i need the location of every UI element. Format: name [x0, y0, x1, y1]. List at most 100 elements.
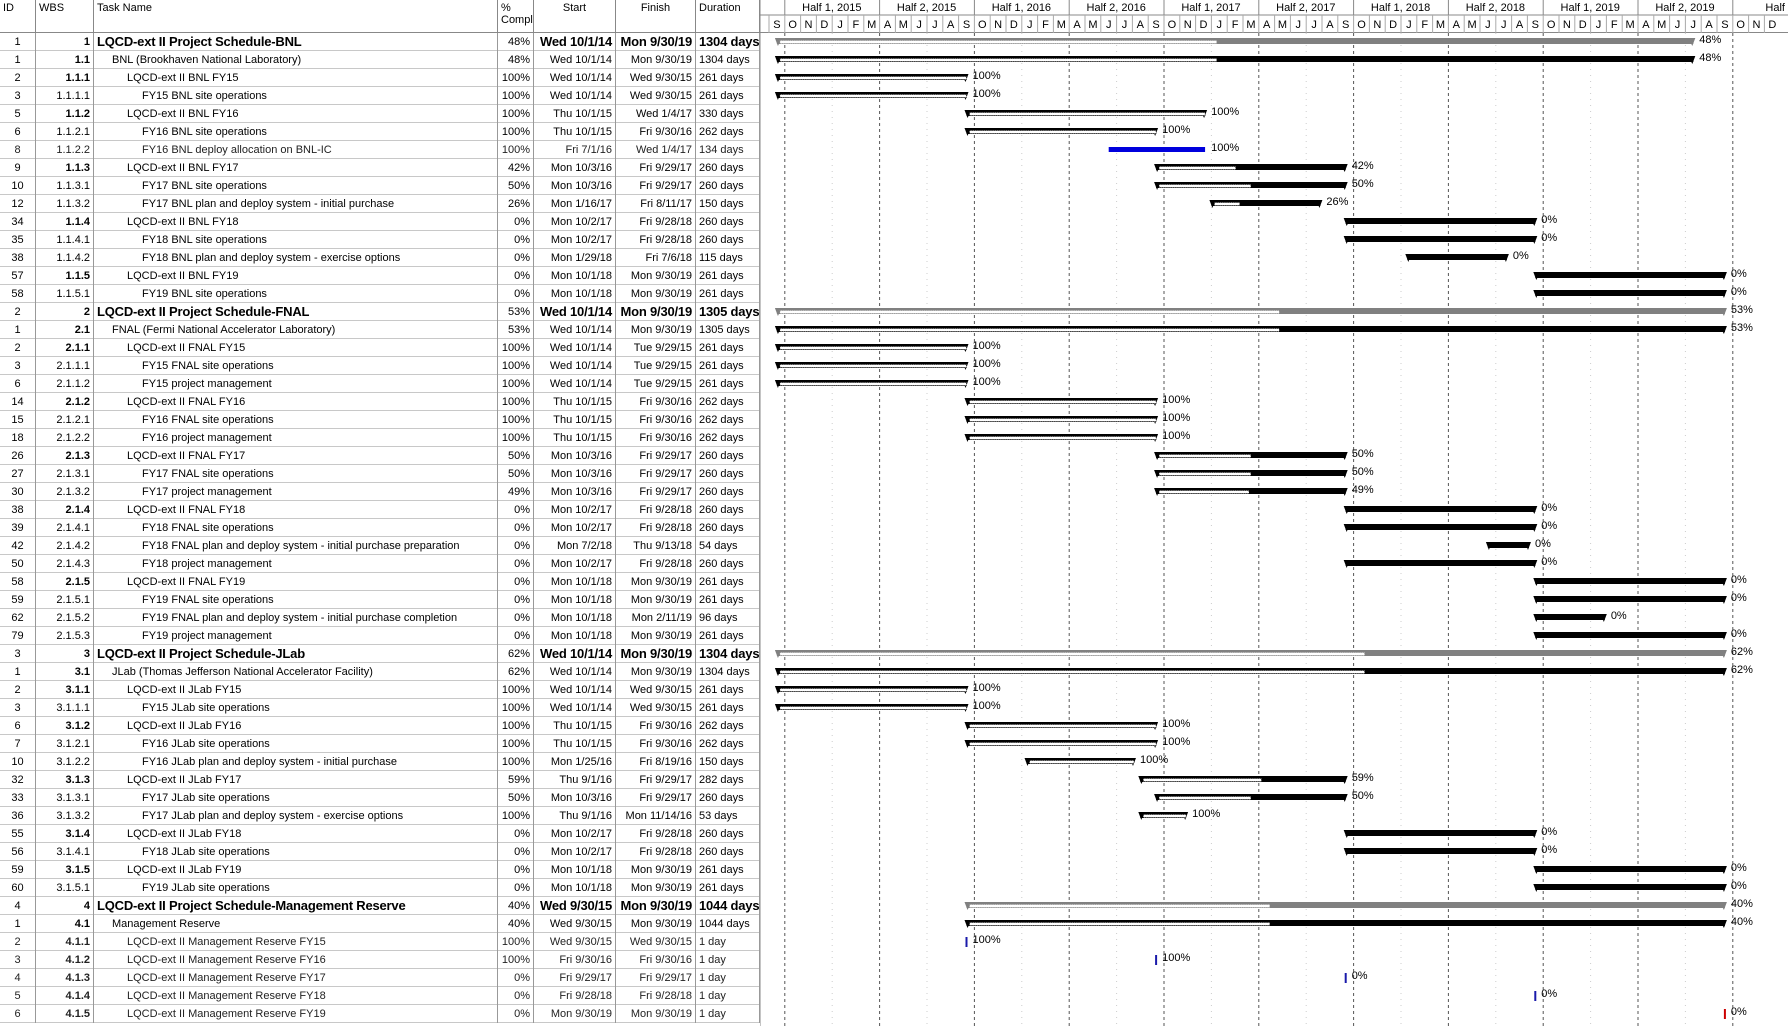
gantt-bar-2-1-5[interactable]: 0% — [1533, 574, 1747, 586]
task-row[interactable]: 30 2.1.3.2 FY17 project management 49% Mon 1… — [0, 483, 760, 501]
gantt-bar-2-1-3[interactable]: 50% — [1154, 448, 1374, 460]
gantt-bar-2-1-4-2[interactable]: 0% — [1485, 538, 1551, 550]
gantt-bar-4-1[interactable]: 40% — [964, 916, 1754, 928]
gantt-bar-1-1-4-1[interactable]: 0% — [1343, 232, 1558, 244]
task-row[interactable]: 6 4.1.5 LQCD-ext II Management Reserve FY1… — [0, 1005, 760, 1023]
column-header-id[interactable]: ID — [0, 0, 36, 33]
gantt-bar-3-1-3-1[interactable]: 50% — [1154, 790, 1374, 802]
column-header-pct[interactable]: % Comple — [498, 0, 534, 33]
gantt-bar-1-1-2-1[interactable]: 100% — [964, 124, 1191, 136]
task-row[interactable]: 1 1.1 BNL (Brookhaven National Laboratory)… — [0, 51, 760, 69]
task-row[interactable]: 58 2.1.5 LQCD-ext II FNAL FY19 0% Mon 10/1/1… — [0, 573, 760, 591]
gantt-bar-2-1-2-2[interactable]: 100% — [964, 430, 1191, 442]
task-row[interactable]: 59 3.1.5 LQCD-ext II JLab FY19 0% Mon 10/1/1… — [0, 861, 760, 879]
gantt-bar-3-1[interactable]: 62% — [774, 664, 1753, 676]
gantt-bar-2-1-5-2[interactable]: 0% — [1533, 610, 1627, 622]
task-row[interactable]: 1 2.1 FNAL (Fermi National Accelerator Lab… — [0, 321, 760, 339]
task-row[interactable]: 6 2.1.1.2 FY15 project management 100% Wed 1… — [0, 375, 760, 393]
gantt-bar-4-1-2[interactable]: 100% — [1155, 952, 1190, 965]
task-row[interactable]: 35 1.1.4.1 FY18 BNL site operations 0% Mon 1… — [0, 231, 760, 249]
task-row[interactable]: 56 3.1.4.1 FY18 JLab site operations 0% Mon … — [0, 843, 760, 861]
task-row[interactable]: 1 4.1 Management Reserve 40% Wed 9/30/15 Mon … — [0, 915, 760, 933]
task-row[interactable]: 59 2.1.5.1 FY19 FNAL site operations 0% Mon … — [0, 591, 760, 609]
gantt-bar-2-1-1-2[interactable]: 100% — [774, 376, 1001, 388]
gantt-bar-2-1[interactable]: 53% — [774, 322, 1753, 334]
task-row[interactable]: 2 3.1.1 LQCD-ext II JLab FY15 100% Wed 10/1/… — [0, 681, 760, 699]
gantt-bar-2-1-2-1[interactable]: 100% — [964, 412, 1191, 424]
task-row[interactable]: 62 2.1.5.2 FY19 FNAL plan and deploy syste… — [0, 609, 760, 627]
task-row[interactable]: 14 2.1.2 LQCD-ext II FNAL FY16 100% Thu 10/1… — [0, 393, 760, 411]
column-header-finish[interactable]: Finish — [616, 0, 696, 33]
gantt-bar-4-1-5[interactable]: 0% — [1723, 1006, 1747, 1019]
gantt-bar-2-1-5-1[interactable]: 0% — [1533, 592, 1747, 604]
task-row[interactable]: 18 2.1.2.2 FY16 project management 100% Thu … — [0, 429, 760, 447]
column-header-dur[interactable]: Duration — [696, 0, 760, 33]
task-row[interactable]: 50 2.1.4.3 FY18 project management 0% Mon 10… — [0, 555, 760, 573]
task-row[interactable]: 15 2.1.2.1 FY16 FNAL site operations 100% Th… — [0, 411, 760, 429]
gantt-bar-1-1-3-1[interactable]: 50% — [1154, 178, 1374, 190]
task-row[interactable]: 9 1.1.3 LQCD-ext II BNL FY17 42% Mon 10/3/16… — [0, 159, 760, 177]
task-row[interactable]: 4 4.1.3 LQCD-ext II Management Reserve FY1… — [0, 969, 760, 987]
task-row[interactable]: 57 1.1.5 LQCD-ext II BNL FY19 0% Mon 10/1/18… — [0, 267, 760, 285]
gantt-bar-3-1-3[interactable]: 59% — [1138, 772, 1374, 784]
gantt-bar-3-1-1-1[interactable]: 100% — [774, 700, 1001, 712]
task-row[interactable]: 55 3.1.4 LQCD-ext II JLab FY18 0% Mon 10/2/1… — [0, 825, 760, 843]
task-row[interactable]: 6 3.1.2 LQCD-ext II JLab FY16 100% Thu 10/1/… — [0, 717, 760, 735]
task-row[interactable]: 1 1 LQCD-ext II Project Schedule-BNL 48% Wed… — [0, 33, 760, 51]
gantt-bar-4-1-4[interactable]: 0% — [1534, 988, 1557, 1001]
gantt-bar-3-1-2-1[interactable]: 100% — [964, 736, 1191, 748]
task-row[interactable]: 4 4 LQCD-ext II Project Schedule-Managemen… — [0, 897, 760, 915]
task-row[interactable]: 12 1.1.3.2 FY17 BNL plan and deploy system… — [0, 195, 760, 213]
task-row[interactable]: 58 1.1.5.1 FY19 BNL site operations 0% Mon 1… — [0, 285, 760, 303]
column-header-name[interactable]: Task Name — [94, 0, 498, 33]
task-row[interactable]: 27 2.1.3.1 FY17 FNAL site operations 50% Mon… — [0, 465, 760, 483]
task-row[interactable]: 42 2.1.4.2 FY18 FNAL plan and deploy syste… — [0, 537, 760, 555]
task-row[interactable]: 2 2.1.1 LQCD-ext II FNAL FY15 100% Wed 10/1/… — [0, 339, 760, 357]
task-row[interactable]: 3 2.1.1.1 FY15 FNAL site operations 100% Wed… — [0, 357, 760, 375]
column-header-wbs[interactable]: WBS — [36, 0, 94, 33]
gantt-bar-1-1-5[interactable]: 0% — [1533, 268, 1747, 280]
task-row[interactable]: 3 1.1.1.1 FY15 BNL site operations 100% Wed … — [0, 87, 760, 105]
gantt-bar-3-1-2-2[interactable]: 100% — [1024, 754, 1169, 766]
gantt-bar-4-1-1[interactable]: 100% — [965, 934, 1001, 947]
gantt-bar-3-1-4-1[interactable]: 0% — [1343, 844, 1558, 856]
task-row[interactable]: 2 1.1.1 LQCD-ext II BNL FY15 100% Wed 10/1/1… — [0, 69, 760, 87]
task-row[interactable]: 60 3.1.5.1 FY19 JLab site operations 0% Mon … — [0, 879, 760, 897]
gantt-bar-3-1-1[interactable]: 100% — [774, 682, 1001, 694]
gantt-bar-2-1-2[interactable]: 100% — [964, 394, 1191, 406]
gantt-bar-1-1-5-1[interactable]: 0% — [1533, 286, 1747, 298]
gantt-bar-2-1-3-1[interactable]: 50% — [1154, 466, 1374, 478]
task-row[interactable]: 6 1.1.2.1 FY16 BNL site operations 100% Thu … — [0, 123, 760, 141]
gantt-bar-1-1-2[interactable]: 100% — [964, 106, 1240, 118]
gantt-bar-4[interactable]: 40% — [964, 898, 1754, 910]
gantt-bar-1-1[interactable]: 48% — [774, 52, 1722, 64]
gantt-bar-1-1-3[interactable]: 42% — [1154, 160, 1374, 172]
task-row[interactable]: 79 2.1.5.3 FY19 project management 0% Mon 10… — [0, 627, 760, 645]
task-row[interactable]: 1 3.1 JLab (Thomas Jefferson National Acce… — [0, 663, 760, 681]
gantt-bar-2-1-1-1[interactable]: 100% — [774, 358, 1001, 370]
gantt-bar-1-1-2-2[interactable]: 100% — [1108, 142, 1240, 154]
gantt-bar-2-1-4-1[interactable]: 0% — [1343, 520, 1558, 532]
task-row[interactable]: 3 3 LQCD-ext II Project Schedule-JLab 62% We… — [0, 645, 760, 663]
task-row[interactable]: 32 3.1.3 LQCD-ext II JLab FY17 59% Thu 9/1/1… — [0, 771, 760, 789]
gantt-bar-3-1-3-2[interactable]: 100% — [1138, 808, 1220, 820]
task-row[interactable]: 3 3.1.1.1 FY15 JLab site operations 100% Wed… — [0, 699, 760, 717]
task-row[interactable]: 26 2.1.3 LQCD-ext II FNAL FY17 50% Mon 10/3/… — [0, 447, 760, 465]
task-row[interactable]: 34 1.1.4 LQCD-ext II BNL FY18 0% Mon 10/2/17… — [0, 213, 760, 231]
task-row[interactable]: 38 2.1.4 LQCD-ext II FNAL FY18 0% Mon 10/2/1… — [0, 501, 760, 519]
task-row[interactable]: 8 1.1.2.2 FY16 BNL deploy allocation on BN… — [0, 141, 760, 159]
task-row[interactable]: 2 4.1.1 LQCD-ext II Management Reserve FY1… — [0, 933, 760, 951]
gantt-bar-2[interactable]: 53% — [774, 304, 1753, 316]
task-row[interactable]: 7 3.1.2.1 FY16 JLab site operations 100% Thu… — [0, 735, 760, 753]
task-row[interactable]: 36 3.1.3.2 FY17 JLab plan and deploy syste… — [0, 807, 760, 825]
task-row[interactable]: 3 4.1.2 LQCD-ext II Management Reserve FY1… — [0, 951, 760, 969]
gantt-bar-1-1-3-2[interactable]: 26% — [1209, 196, 1349, 208]
gantt-bar-3-1-5-1[interactable]: 0% — [1533, 880, 1747, 892]
column-header-start[interactable]: Start — [534, 0, 616, 33]
gantt-bar-2-1-4[interactable]: 0% — [1343, 502, 1558, 514]
gantt-bar-1[interactable]: 48% — [774, 34, 1722, 46]
gantt-bar-1-1-4-2[interactable]: 0% — [1405, 250, 1529, 262]
task-row[interactable]: 38 1.1.4.2 FY18 BNL plan and deploy system… — [0, 249, 760, 267]
gantt-bar-3-1-2[interactable]: 100% — [964, 718, 1191, 730]
task-row[interactable]: 5 1.1.2 LQCD-ext II BNL FY16 100% Thu 10/1/1… — [0, 105, 760, 123]
